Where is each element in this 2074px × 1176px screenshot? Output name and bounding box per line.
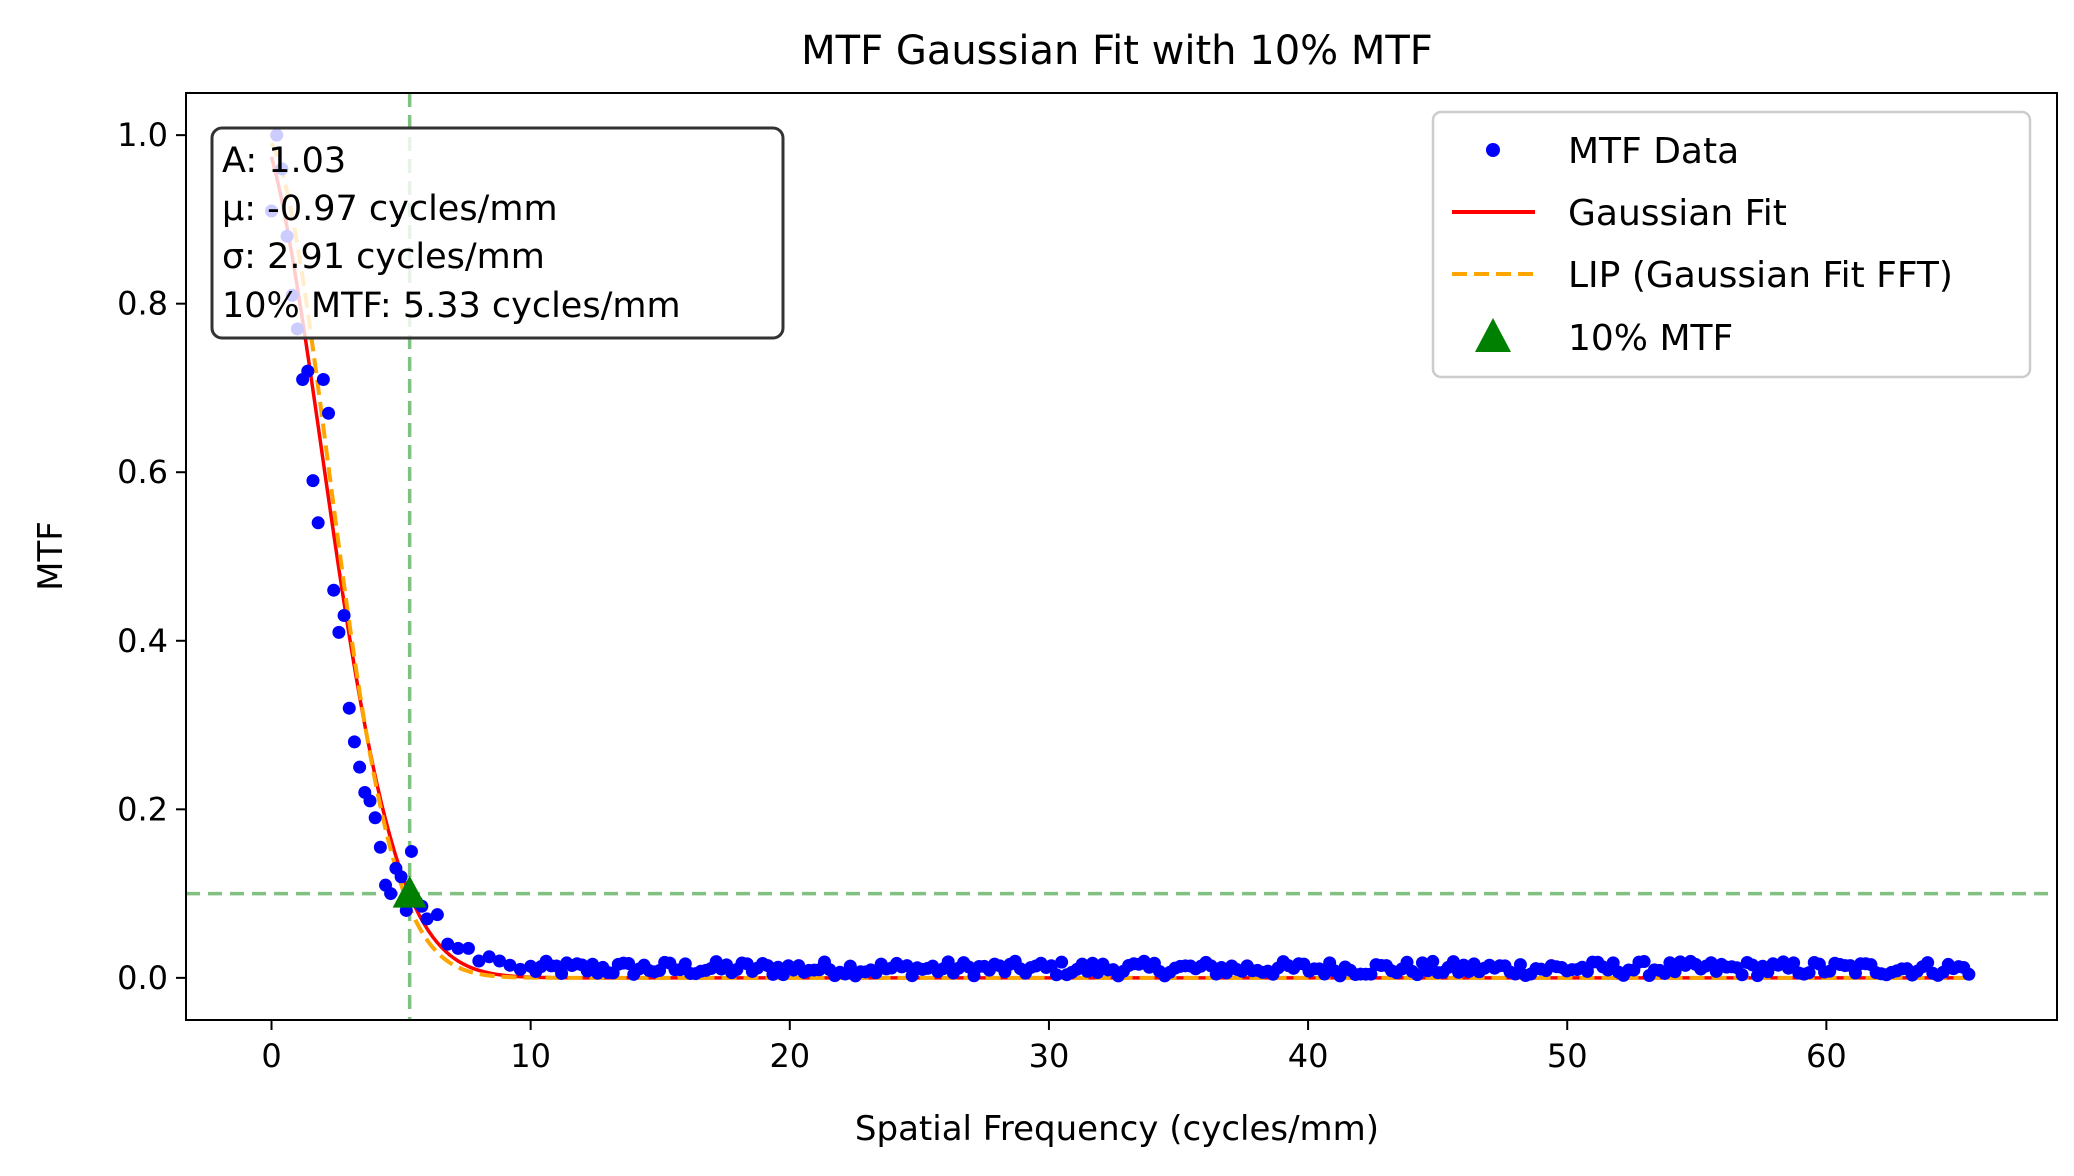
mtf-data-point <box>1513 958 1527 972</box>
mtf-data-point <box>1787 956 1801 970</box>
y-tick-label: 0.8 <box>117 285 168 323</box>
mtf-data-point <box>1802 966 1816 980</box>
mtf-data-point <box>843 959 857 973</box>
mtf-data-point <box>1055 955 1069 969</box>
data-points <box>265 128 1976 983</box>
mtf-data-point <box>1735 968 1749 982</box>
y-tick-label: 0.0 <box>117 959 168 997</box>
mtf-data-point <box>306 474 320 488</box>
y-tick-label: 0.6 <box>117 453 168 491</box>
mtf-data-point <box>353 760 367 774</box>
legend-label-mtf-data: MTF Data <box>1568 131 1739 172</box>
x-axis-label: Spatial Frequency (cycles/mm) <box>855 1109 1379 1149</box>
annotation-line-mtf10: 10% MTF: 5.33 cycles/mm <box>222 286 681 326</box>
mtf-data-point <box>555 966 569 980</box>
y-axis: 0.0 0.2 0.4 0.6 0.8 1.0 <box>117 116 186 997</box>
mtf-data-point <box>1446 955 1460 969</box>
mtf10-marker <box>392 875 427 908</box>
mtf-data-point <box>1410 968 1424 982</box>
legend-frame <box>1431 110 2032 379</box>
mtf-data-point <box>900 959 914 973</box>
mtf-data-point <box>1318 967 1332 981</box>
legend: MTF Data Gaussian Fit LIP (Gaussian Fit … <box>1431 110 2032 379</box>
mtf-data-point <box>1049 968 1063 982</box>
mtf-data-point <box>394 870 408 884</box>
mtf-data-point <box>622 956 636 970</box>
mtf-data-point <box>368 811 382 825</box>
mtf-data-point <box>678 957 692 971</box>
mtf-data-point <box>337 608 351 622</box>
annotation-frame <box>210 126 785 340</box>
y-tick-label: 0.2 <box>117 790 168 828</box>
legend-label-gaussian-fit: Gaussian Fit <box>1568 193 1787 234</box>
x-tick-label: 10 <box>510 1037 551 1075</box>
mtf-data-point <box>332 625 346 639</box>
mtf-data-point <box>1921 956 1935 970</box>
mtf-data-point <box>420 912 434 926</box>
x-tick-label: 20 <box>769 1037 810 1075</box>
mtf-data-point <box>472 954 486 968</box>
mtf-data-point <box>342 701 356 715</box>
chart-title: MTF Gaussian Fit with 10% MTF <box>801 28 1433 74</box>
mtf-data-point <box>311 516 325 530</box>
mtf-data-point <box>384 887 398 901</box>
y-tick-label: 1.0 <box>117 116 168 154</box>
mtf-data-point <box>493 954 507 968</box>
mtf-data-point <box>1745 958 1759 972</box>
mtf-data-point <box>347 735 361 749</box>
mtf-data-point <box>430 908 444 922</box>
x-tick-label: 0 <box>261 1037 281 1075</box>
x-tick-label: 30 <box>1029 1037 1070 1075</box>
markers <box>392 875 427 908</box>
mtf-data-point <box>1658 966 1672 980</box>
mtf-data-point <box>461 941 475 955</box>
x-tick-label: 60 <box>1806 1037 1847 1075</box>
legend-swatch-mtf10 <box>1475 318 1511 352</box>
mtf-data-point <box>451 941 465 955</box>
mtf-data-point <box>941 955 955 969</box>
mtf-data-point <box>441 937 455 951</box>
mtf-data-point <box>301 364 315 378</box>
mtf-data-point <box>363 794 377 808</box>
mtf-data-point <box>1668 965 1682 979</box>
annotation-line-sigma: σ: 2.91 cycles/mm <box>222 237 545 277</box>
mtf-data-point <box>404 844 418 858</box>
legend-label-mtf10: 10% MTF <box>1568 318 1733 359</box>
x-tick-label: 50 <box>1547 1037 1588 1075</box>
mtf-data-point <box>1637 955 1651 969</box>
mtf-data-point <box>503 958 517 972</box>
mtf-data-point <box>513 962 527 976</box>
mtf-data-point <box>327 583 341 597</box>
plot-border <box>185 92 2058 1021</box>
mtf-data-point <box>482 950 496 964</box>
annotation-line-mu: μ: -0.97 cycles/mm <box>222 189 558 229</box>
legend-swatch-mtf-data <box>1486 143 1500 157</box>
fit-parameters-box: A: 1.03 μ: -0.97 cycles/mm σ: 2.91 cycle… <box>210 126 785 340</box>
mtf-data-point <box>1962 967 1976 981</box>
mtf-data-point <box>322 406 336 420</box>
annotation-line-amplitude: A: 1.03 <box>222 141 346 181</box>
mtf-data-point <box>1426 954 1440 968</box>
legend-label-lip: LIP (Gaussian Fit FFT) <box>1568 255 1953 296</box>
mtf-data-point <box>1364 967 1378 981</box>
y-tick-label: 0.4 <box>117 622 168 660</box>
x-axis: 0 10 20 30 40 50 60 <box>261 1020 1847 1075</box>
x-tick-label: 40 <box>1288 1037 1329 1075</box>
y-axis-label: MTF <box>31 521 71 591</box>
mtf-data-point <box>316 373 330 387</box>
mtf-data-point <box>373 840 387 854</box>
